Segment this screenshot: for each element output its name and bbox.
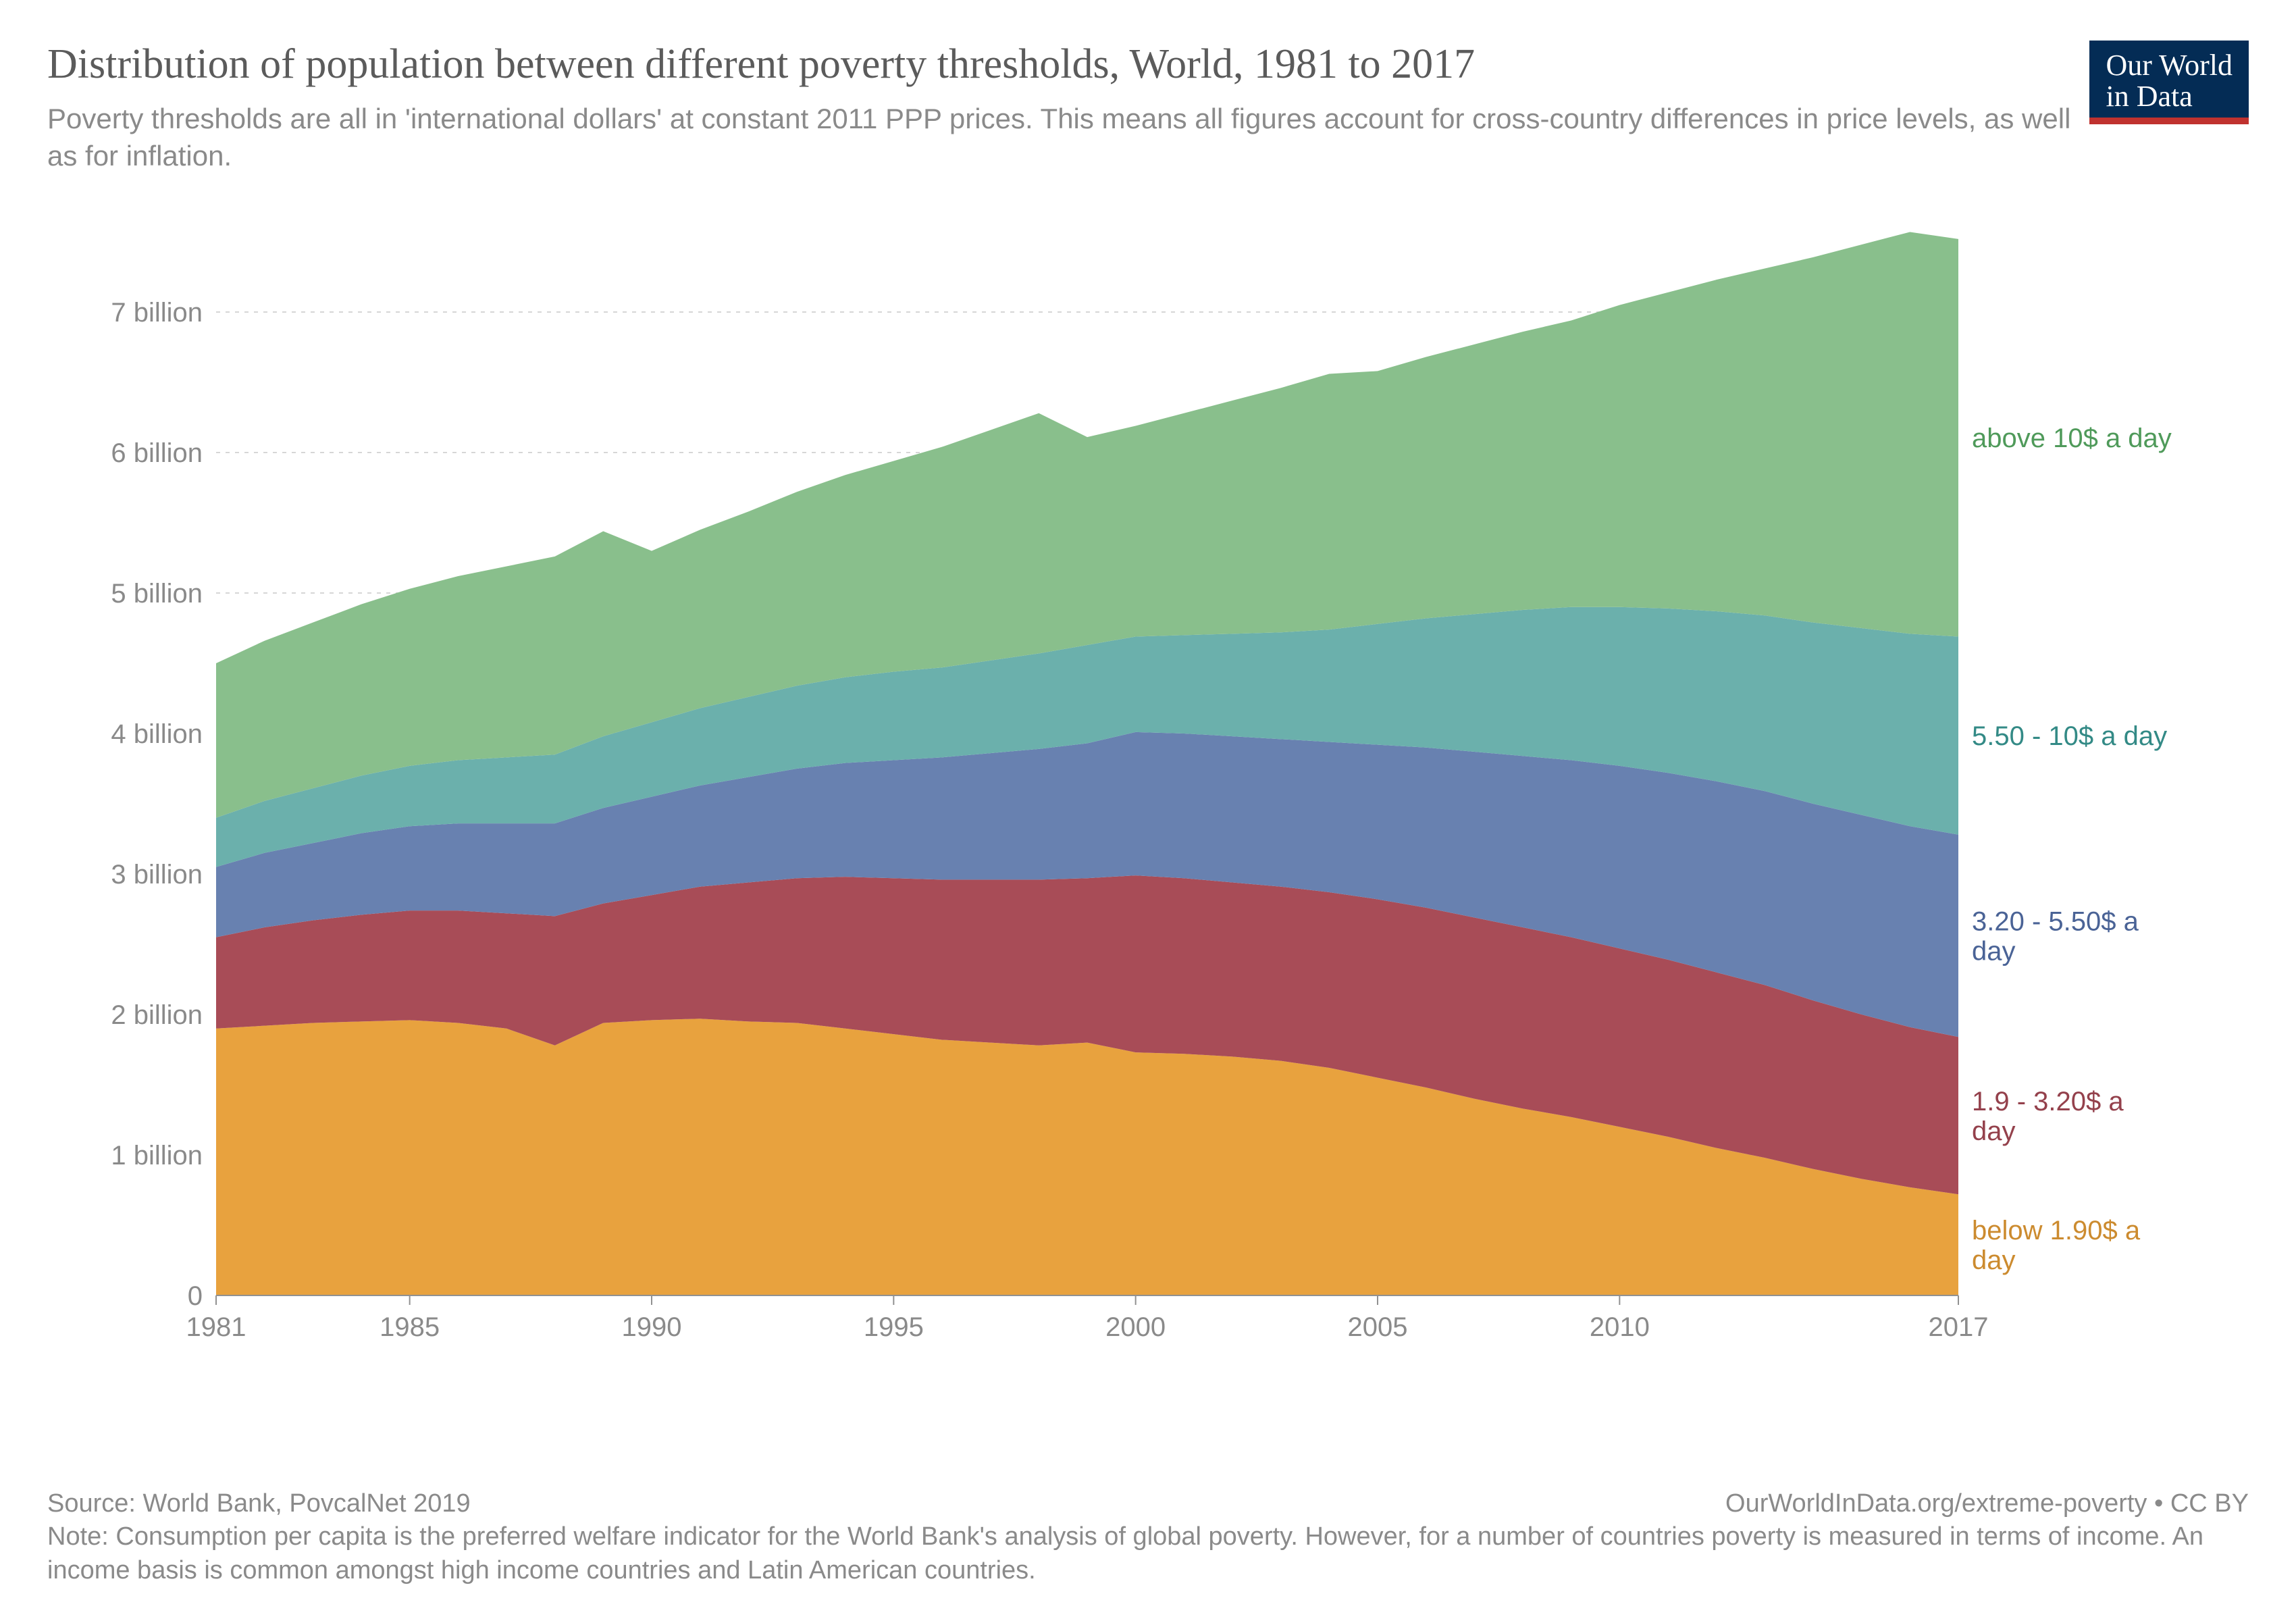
y-tick-label: 1 billion	[111, 1141, 203, 1170]
series-label: day	[1972, 1246, 2016, 1276]
series-label: 1.9 - 3.20$ a	[1972, 1087, 2124, 1116]
owid-logo-bar	[2089, 118, 2249, 124]
footer-source: Source: World Bank, PovcalNet 2019	[47, 1487, 471, 1520]
series-label: 5.50 - 10$ a day	[1972, 722, 2167, 752]
y-tick-label: 3 billion	[111, 860, 203, 890]
series-label: day	[1972, 1116, 2016, 1146]
series-label: above 10$ a day	[1972, 424, 2172, 454]
owid-logo-line1: Our World	[2106, 50, 2233, 81]
x-tick-label: 1995	[864, 1312, 924, 1342]
y-tick-label: 5 billion	[111, 579, 203, 609]
series-label: 3.20 - 5.50$ a	[1972, 907, 2139, 937]
owid-logo: Our World in Data	[2089, 41, 2249, 124]
chart-header: Distribution of population between diffe…	[47, 41, 2249, 174]
chart-subtitle: Poverty thresholds are all in 'internati…	[47, 101, 2073, 174]
owid-logo-line2: in Data	[2106, 81, 2233, 112]
x-tick-label: 1981	[186, 1312, 246, 1342]
y-tick-label: 6 billion	[111, 438, 203, 468]
y-tick-label: 0	[188, 1281, 203, 1311]
stacked-area-chart: 0 1 billion 2 billion 3 billion 4 billion 5 b…	[47, 215, 2249, 1376]
footer-attribution: OurWorldInData.org/extreme-poverty • CC …	[1725, 1487, 2249, 1520]
chart-title: Distribution of population between diffe…	[47, 41, 1871, 88]
series-label: below 1.90$ a	[1972, 1216, 2141, 1246]
x-tick-label: 2017	[1929, 1312, 1989, 1342]
footer-note: Note: Consumption per capita is the pref…	[47, 1520, 2249, 1587]
y-tick-label: 7 billion	[111, 298, 203, 328]
chart-area: 0 1 billion 2 billion 3 billion 4 billion 5 b…	[47, 215, 2249, 1376]
x-tick-label: 1990	[622, 1312, 682, 1342]
chart-footer: Source: World Bank, PovcalNet 2019 OurWo…	[47, 1487, 2249, 1587]
y-tick-label: 4 billion	[111, 719, 203, 749]
x-tick-label: 1985	[380, 1312, 440, 1342]
y-tick-label: 2 billion	[111, 1000, 203, 1030]
series-label: day	[1972, 937, 2016, 967]
x-tick-label: 2005	[1348, 1312, 1408, 1342]
x-tick-label: 2010	[1590, 1312, 1650, 1342]
x-tick-label: 2000	[1105, 1312, 1166, 1342]
